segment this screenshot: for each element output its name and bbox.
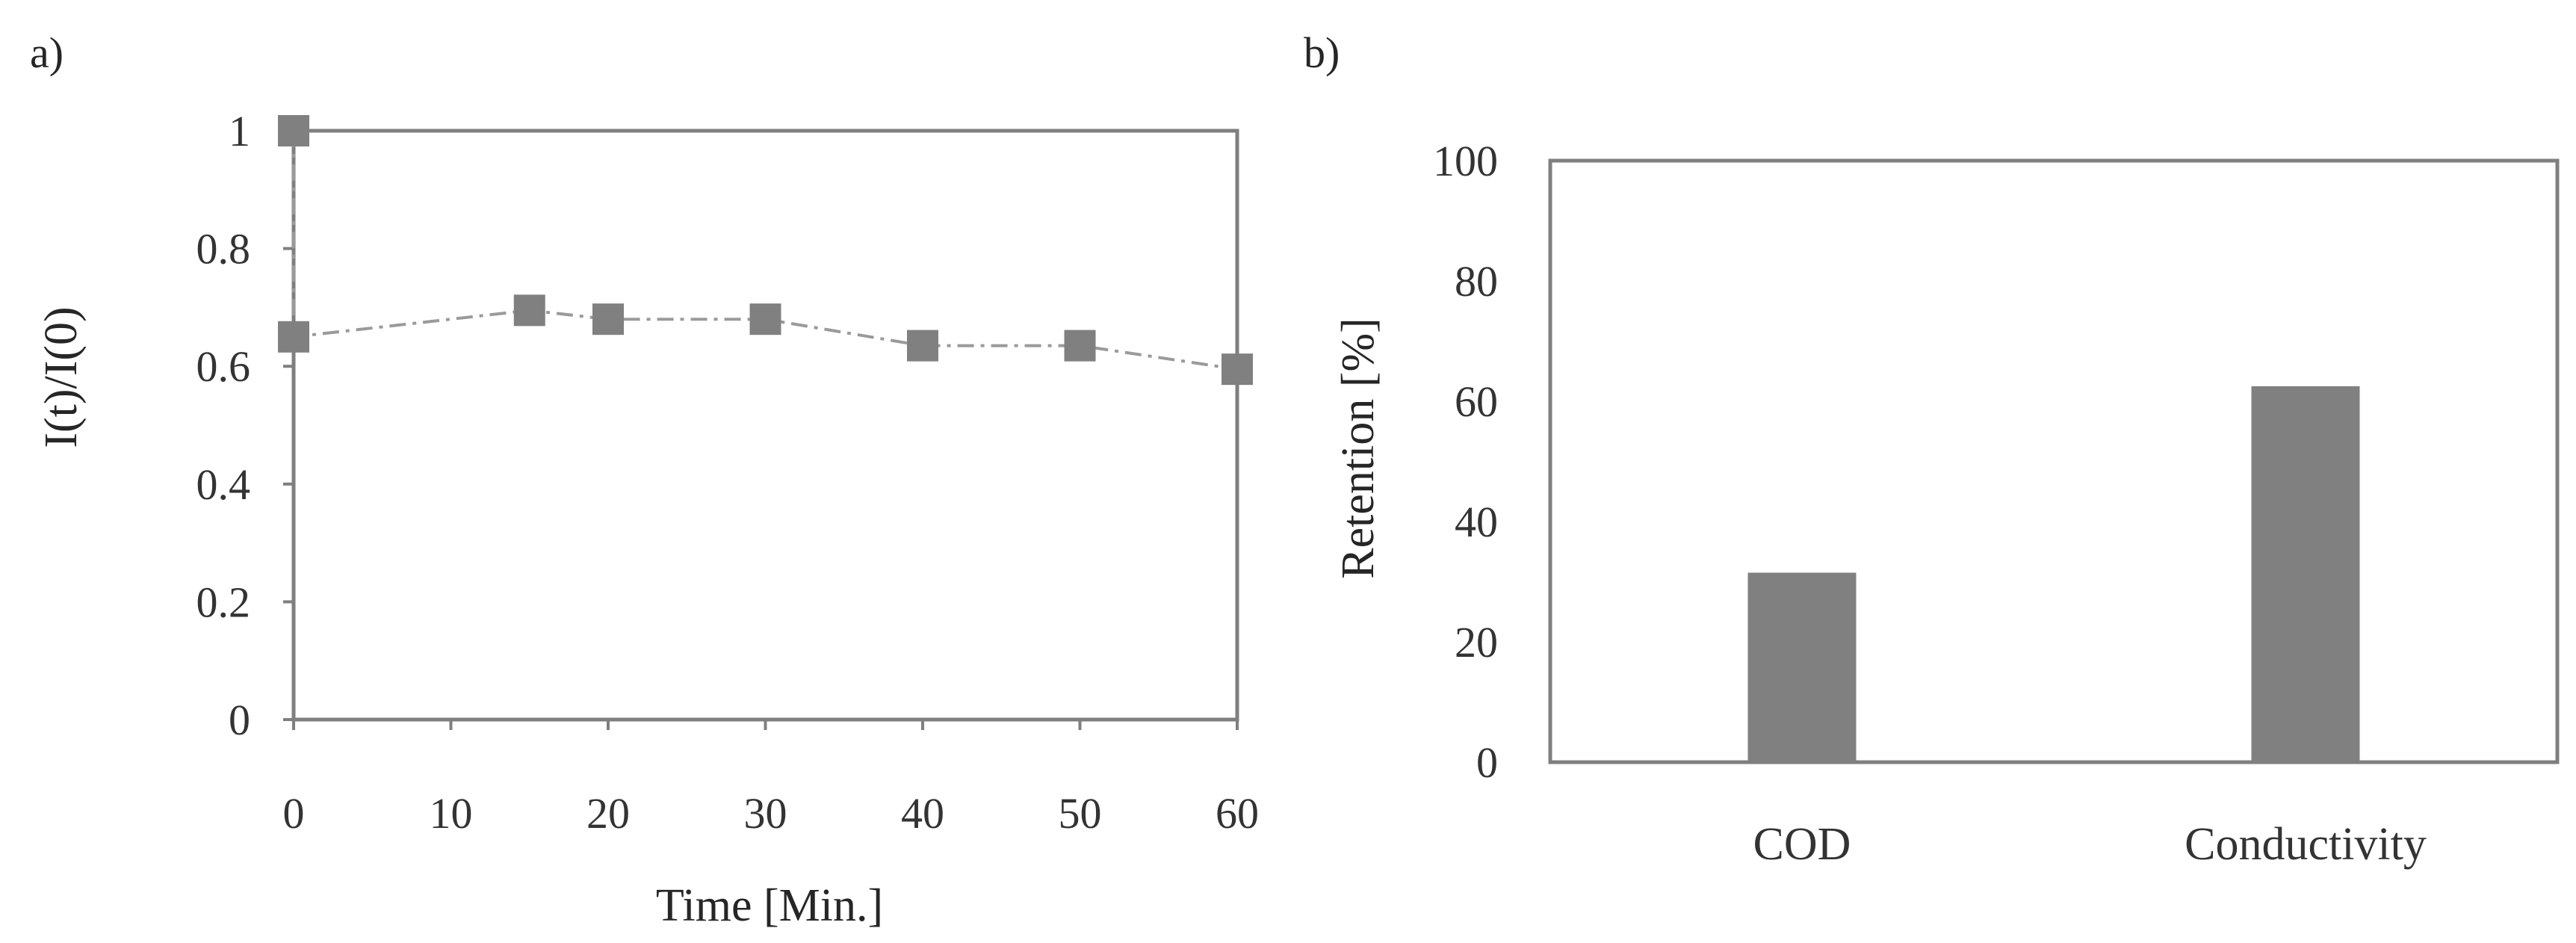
panel-b-y-ticks: 0 20 40 60 80 100 xyxy=(1433,137,1498,787)
panel-b-category-labels: COD Conductivity xyxy=(1753,819,2427,870)
y-tick-label: 60 xyxy=(1455,377,1498,426)
x-tick-label: 50 xyxy=(1059,789,1102,838)
x-tick-label: 0 xyxy=(283,789,305,838)
panel-a-points xyxy=(278,115,1253,386)
x-tick-label: 10 xyxy=(430,789,473,838)
y-tick-label: 0.2 xyxy=(196,578,251,626)
category-label: Conductivity xyxy=(2185,819,2427,870)
x-tick-label: 20 xyxy=(586,789,630,838)
panel-a-y-axis-label: I(t)/I(0) xyxy=(36,306,87,448)
panel-a-plot-frame xyxy=(291,129,1239,722)
y-tick-label: 20 xyxy=(1455,618,1498,667)
y-tick-label: 80 xyxy=(1455,257,1498,306)
data-point xyxy=(907,330,938,362)
data-point xyxy=(513,294,545,327)
y-tick-label: 0.6 xyxy=(196,342,251,391)
y-tick-label: 100 xyxy=(1433,137,1498,185)
panel-b-label: b) xyxy=(1304,28,1340,77)
y-tick-label: 0.8 xyxy=(196,225,251,273)
y-tick-label: 0 xyxy=(229,696,250,744)
y-tick-label: 0.4 xyxy=(196,460,251,509)
data-point xyxy=(1222,353,1253,386)
panel-a: a) 0 10 20 30 40 50 60 0 0.2 0.4 0.6 0.8 1 Time [Mi… xyxy=(30,28,1259,931)
panel-a-y-ticks: 0 0.2 0.4 0.6 0.8 1 xyxy=(196,107,294,744)
data-point xyxy=(749,303,781,336)
y-tick-label: 1 xyxy=(229,107,250,155)
data-point xyxy=(278,321,309,353)
panel-b-bars xyxy=(1747,386,2360,762)
panel-a-x-axis-label: Time [Min.] xyxy=(656,880,883,931)
x-tick-label: 40 xyxy=(901,789,944,838)
panel-b-plot-frame xyxy=(1548,158,2560,764)
panel-b: b) 0 20 40 60 80 100 COD Conductivity Retentio… xyxy=(1304,28,2560,870)
panel-a-x-ticks: 0 10 20 30 40 50 60 xyxy=(283,720,1259,838)
data-point xyxy=(1064,330,1096,362)
y-tick-label: 0 xyxy=(1476,738,1498,787)
bar-conductivity xyxy=(2251,386,2360,762)
y-tick-label: 40 xyxy=(1455,498,1498,546)
x-tick-label: 30 xyxy=(744,789,787,838)
category-label: COD xyxy=(1753,819,1851,870)
x-tick-label: 60 xyxy=(1216,789,1259,838)
panel-a-series-line xyxy=(292,131,1238,371)
bar-cod xyxy=(1747,572,1857,762)
panel-a-label: a) xyxy=(30,28,64,77)
data-point xyxy=(278,115,309,146)
panel-b-y-axis-label: Retention [%] xyxy=(1333,318,1384,579)
data-point xyxy=(592,303,624,336)
